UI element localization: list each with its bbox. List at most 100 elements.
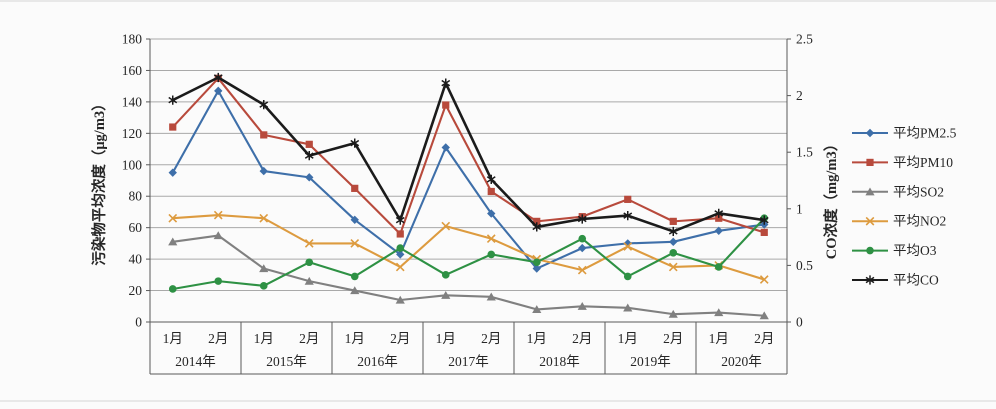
data-point-marker-square: [169, 123, 177, 131]
year-label: 2017年: [448, 354, 489, 369]
data-point-marker-square: [396, 230, 404, 238]
data-point-marker-circle: [714, 263, 723, 271]
data-point-marker-triangle: [865, 187, 875, 196]
month-label: 2月: [208, 331, 228, 346]
month-label: 2月: [390, 331, 410, 346]
month-label: 2月: [572, 331, 592, 346]
left-axis-tick-label: 160: [122, 63, 143, 78]
data-point-marker-diamond: [168, 168, 177, 177]
legend-item-平均PM2.5: 平均PM2.5: [852, 126, 957, 141]
legend-label: 平均PM2.5: [893, 126, 957, 141]
series-line: [171, 77, 765, 236]
right-axis-tick-label: 0.5: [796, 258, 813, 273]
data-point-marker-square: [487, 187, 495, 196]
data-point-marker-star: [865, 275, 875, 285]
data-point-marker-x: [577, 265, 587, 275]
data-point-marker-star: [577, 214, 587, 224]
data-point-marker-square: [866, 158, 874, 166]
data-point-marker-square: [260, 131, 268, 139]
data-point-marker-star: [304, 150, 314, 161]
data-point-marker-star: [668, 226, 678, 237]
data-point-marker-triangle: [623, 303, 633, 312]
data-point-marker-diamond: [532, 264, 541, 273]
data-point-marker-circle: [305, 258, 314, 267]
data-point-marker-star: [213, 72, 223, 83]
data-point-marker-triangle: [577, 301, 587, 310]
year-label: 2014年: [175, 354, 216, 369]
data-point-marker-diamond: [578, 243, 587, 253]
data-point-marker-circle: [866, 246, 874, 255]
data-point-marker-square: [442, 101, 450, 109]
legend-label: 平均PM10: [893, 155, 953, 170]
month-label: 1月: [709, 331, 729, 346]
month-label: 1月: [527, 331, 547, 346]
data-point-marker-circle: [168, 285, 177, 293]
data-point-marker-x: [350, 239, 360, 248]
data-point-marker-x: [304, 239, 314, 248]
data-point-marker-diamond: [305, 173, 314, 182]
series-平均SO2: [168, 231, 769, 320]
data-point-marker-diamond: [214, 86, 223, 96]
month-label: 1月: [345, 331, 365, 346]
data-point-marker-x: [486, 234, 496, 244]
data-point-marker-star: [486, 174, 496, 184]
right-axis-tick-label: 1.5: [796, 145, 813, 160]
data-point-marker-x: [759, 275, 769, 284]
right-axis-tick-label: 1: [796, 201, 803, 216]
data-point-marker-triangle: [350, 286, 360, 295]
data-point-marker-triangle: [213, 231, 223, 240]
series-line: [172, 214, 765, 281]
data-point-marker-diamond: [396, 250, 405, 259]
series-平均CO: [168, 72, 769, 237]
data-point-marker-diamond: [441, 143, 450, 152]
series-平均O3: [168, 214, 769, 293]
data-point-marker-star: [350, 138, 360, 148]
series-line: [171, 89, 765, 270]
left-axis-title: 污染物平均浓度（μg/m3）: [90, 96, 108, 265]
data-point-marker-star: [623, 210, 633, 221]
month-label: 1月: [436, 331, 456, 346]
data-point-marker-circle: [396, 244, 405, 252]
data-point-marker-triangle: [441, 290, 451, 299]
data-point-marker-circle: [532, 258, 541, 267]
series-平均NO2: [168, 210, 769, 284]
left-axis-tick-label: 180: [122, 32, 143, 47]
data-point-marker-triangle: [395, 295, 405, 304]
legend-label: 平均NO2: [893, 214, 946, 229]
series-平均PM2.5: [168, 86, 769, 273]
data-point-marker-square: [305, 140, 313, 148]
left-axis-tick-label: 0: [135, 315, 142, 330]
left-axis-tick-label: 120: [122, 126, 143, 141]
series-line: [172, 217, 766, 291]
legend-item-平均PM10: 平均PM10: [852, 155, 953, 170]
data-point-marker-diamond: [259, 166, 268, 176]
left-axis-tick-label: 100: [122, 157, 143, 172]
legend-item-平均NO2: 平均NO2: [852, 214, 946, 229]
data-point-marker-square: [624, 195, 632, 203]
data-point-marker-circle: [578, 234, 587, 243]
data-point-marker-star: [168, 95, 178, 105]
left-axis-tick-label: 20: [129, 283, 143, 298]
data-point-marker-triangle: [759, 311, 769, 320]
data-point-marker-diamond: [350, 215, 359, 225]
data-point-marker-circle: [441, 271, 450, 279]
data-point-marker-x: [623, 242, 633, 251]
data-point-marker-x: [168, 213, 178, 223]
data-point-marker-triangle: [259, 264, 269, 273]
data-point-marker-square: [351, 184, 359, 192]
month-label: 2月: [754, 331, 774, 346]
data-point-marker-triangle: [532, 305, 542, 314]
data-point-marker-diamond: [669, 237, 678, 247]
left-axis-tick-label: 40: [129, 252, 143, 267]
data-point-marker-star: [441, 78, 451, 88]
month-label: 2月: [299, 331, 319, 346]
data-point-marker-square: [669, 217, 677, 225]
year-label: 2019年: [630, 354, 671, 369]
data-point-marker-triangle: [714, 308, 724, 317]
month-label: 1月: [618, 331, 638, 346]
data-point-marker-star: [259, 100, 269, 110]
year-label: 2015年: [266, 354, 307, 369]
data-point-marker-triangle: [304, 276, 314, 285]
